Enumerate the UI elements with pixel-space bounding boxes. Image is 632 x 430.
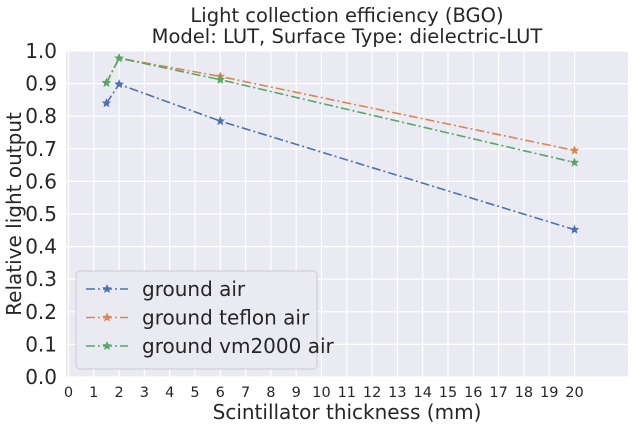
x-tick-label: 6	[216, 385, 225, 401]
y-tick-label: 0.1	[25, 332, 57, 356]
y-tick-label: 0.9	[25, 72, 57, 96]
legend-label: ground vm2000 air	[142, 334, 335, 358]
x-axis-ticks: 0 1 2 3 4 5 6 7 8 9 10 11 12 13 14 15 16 17 18 19 20	[64, 385, 584, 401]
x-tick-label: 11	[338, 385, 356, 401]
x-tick-label: 9	[292, 385, 301, 401]
legend-entry: ground air	[86, 277, 246, 301]
x-tick-label: 2	[114, 385, 123, 401]
x-axis-label: Scintillator thickness (mm)	[213, 400, 482, 424]
legend-label: ground teflon air	[142, 306, 310, 330]
y-tick-label: 0.7	[25, 137, 57, 161]
y-axis-label: Relative light output	[2, 112, 26, 316]
legend-entry: ground teflon air	[86, 306, 310, 330]
chart-title: Light collection efficiency (BGO)	[190, 4, 504, 27]
data-point	[569, 145, 580, 155]
data-point	[101, 98, 112, 108]
data-point	[114, 53, 124, 63]
data-series	[101, 53, 580, 234]
y-tick-label: 1.0	[25, 39, 57, 63]
data-point	[569, 157, 580, 167]
series-line	[105, 57, 575, 152]
y-tick-label: 0.5	[25, 202, 57, 226]
legend-marker	[102, 312, 112, 322]
y-axis-ticks: 0.0 0.1 0.2 0.3 0.4 0.5 0.6 0.7 0.8 0.9 1.0	[25, 39, 57, 389]
legend-marker	[102, 341, 112, 351]
series-line	[105, 83, 575, 231]
x-tick-label: 18	[515, 385, 533, 401]
x-tick-label: 7	[241, 385, 250, 401]
x-tick-label: 19	[540, 385, 558, 401]
y-tick-label: 0.3	[25, 267, 57, 291]
x-tick-label: 12	[363, 385, 381, 401]
x-tick-label: 15	[439, 385, 457, 401]
x-tick-label: 10	[312, 385, 330, 401]
x-tick-label: 14	[413, 385, 431, 401]
legend-entry: ground vm2000 air	[86, 334, 335, 358]
legend: ground air ground teflon air ground vm2000…	[75, 270, 335, 370]
y-tick-label: 0.0	[25, 365, 57, 389]
data-point	[114, 79, 124, 89]
data-point	[569, 224, 580, 234]
series-line	[105, 57, 575, 164]
legend-label: ground air	[142, 277, 246, 301]
data-point	[215, 116, 226, 126]
x-tick-label: 5	[190, 385, 199, 401]
x-tick-label: 13	[388, 385, 406, 401]
legend-marker	[102, 284, 112, 294]
x-tick-label: 8	[266, 385, 275, 401]
x-tick-label: 20	[565, 385, 583, 401]
y-tick-label: 0.2	[25, 300, 57, 324]
y-tick-label: 0.6	[25, 169, 57, 193]
grid-lines	[66, 50, 628, 378]
chart-subtitle: Model: LUT, Surface Type: dielectric-LUT	[151, 25, 543, 48]
x-tick-label: 16	[464, 385, 482, 401]
data-point	[101, 77, 112, 87]
y-tick-label: 0.8	[25, 104, 57, 128]
x-tick-label: 3	[140, 385, 149, 401]
series-2	[101, 53, 580, 167]
x-tick-label: 1	[89, 385, 98, 401]
x-tick-label: 0	[64, 385, 73, 401]
series-0	[101, 79, 580, 234]
data-point	[215, 74, 226, 84]
legend-box	[75, 270, 318, 370]
x-tick-label: 4	[165, 385, 174, 401]
x-tick-label: 17	[489, 385, 507, 401]
y-tick-label: 0.4	[25, 235, 57, 259]
